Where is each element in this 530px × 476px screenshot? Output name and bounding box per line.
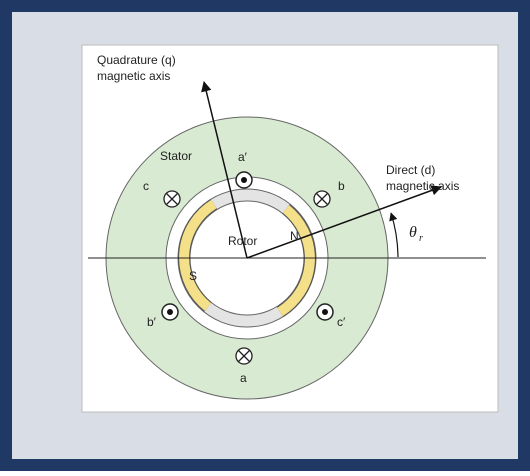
angle-arc [389,212,399,258]
pole-label: N [290,229,299,243]
coil-label: b [338,179,345,193]
coil-label: a′ [238,150,248,164]
coil-cross [163,190,181,208]
rotor-label: Rotor [228,234,257,248]
d-axis-arrow [246,185,442,259]
coil-cross [235,347,253,365]
coil-label: b′ [147,315,157,329]
coil-dot [235,171,253,189]
q-axis-arrow [201,80,248,259]
coil-label: c′ [337,315,346,329]
q-axis-label: Quadrature (q) [97,53,176,67]
q-axis-label: magnetic axis [97,69,170,83]
north-magnet [277,205,315,317]
coil-label: c [143,179,149,193]
angle-subscript: r [419,233,423,244]
d-axis-label: Direct (d) [386,163,435,177]
coil-cross [313,190,331,208]
south-magnet [179,199,217,311]
stator-label: Stator [160,149,192,163]
coil-label: a [240,371,247,385]
pole-label: S [189,269,197,283]
angle-symbol: θ [409,224,417,241]
coil-dot [316,303,334,321]
coil-dot [161,303,179,321]
d-axis-label: magnetic axis [386,179,459,193]
